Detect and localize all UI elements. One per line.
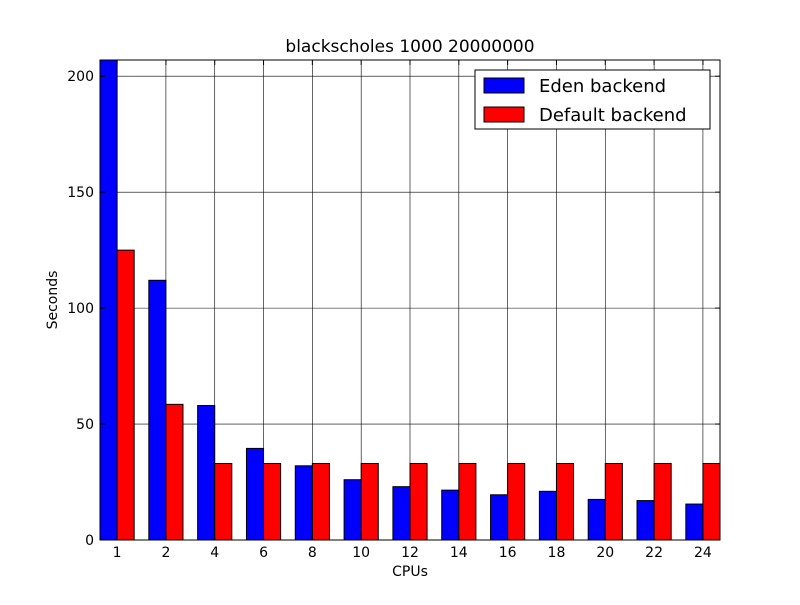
bars [99,59,721,541]
bar-eden [294,465,313,541]
bar-default [116,249,135,541]
bar-default [409,462,428,541]
y-tick-label: 0 [85,533,94,549]
chart-title: blackscholes 1000 20000000 [285,37,534,57]
bar-eden [99,59,118,541]
bar-eden [685,503,704,541]
x-tick-label: 12 [401,545,419,561]
x-tick-label: 22 [645,545,663,561]
bar-eden [441,489,460,541]
bar-eden [148,279,167,541]
bar-eden [490,494,509,541]
bar-default [165,403,184,541]
x-tick-label: 20 [596,545,614,561]
bar-eden [343,479,362,541]
x-tick-label: 4 [210,545,219,561]
x-tick-label: 1 [113,545,122,561]
bar-default [507,462,526,541]
bar-eden [197,405,216,541]
x-tick-label: 18 [548,545,566,561]
bar-eden [538,490,557,541]
bar-default [604,462,623,541]
legend-swatch-eden [483,77,525,94]
bar-default [360,462,379,541]
x-tick-label: 24 [694,545,712,561]
x-tick-label: 14 [450,545,468,561]
y-tick-label: 100 [67,301,94,317]
x-tick-label: 16 [499,545,517,561]
grid [100,60,720,540]
legend: Eden backend Default backend [474,69,711,130]
bar-default [702,462,721,541]
bar-default [555,462,575,541]
bar-eden [392,486,411,541]
x-tick-label: 10 [352,545,370,561]
legend-label-eden: Eden backend [539,76,666,97]
y-tick-label: 200 [67,69,94,85]
legend-swatch-default [483,106,525,123]
legend-label-default: Default backend [539,105,687,126]
y-tick-label: 50 [76,417,94,433]
y-tick-label: 150 [67,185,94,201]
bar-eden [587,498,606,541]
bar-default [311,462,330,541]
bar-default [458,462,477,541]
bar-default [214,462,233,541]
bar-default [263,462,282,541]
x-tick-label: 6 [259,545,268,561]
x-axis-label: CPUs [392,564,428,580]
bar-eden [636,500,655,541]
x-tick-label: 8 [308,545,317,561]
x-tick-label: 2 [161,545,170,561]
y-axis-label: Seconds [45,271,61,330]
bar-eden [245,447,265,541]
bar-default [653,462,672,541]
